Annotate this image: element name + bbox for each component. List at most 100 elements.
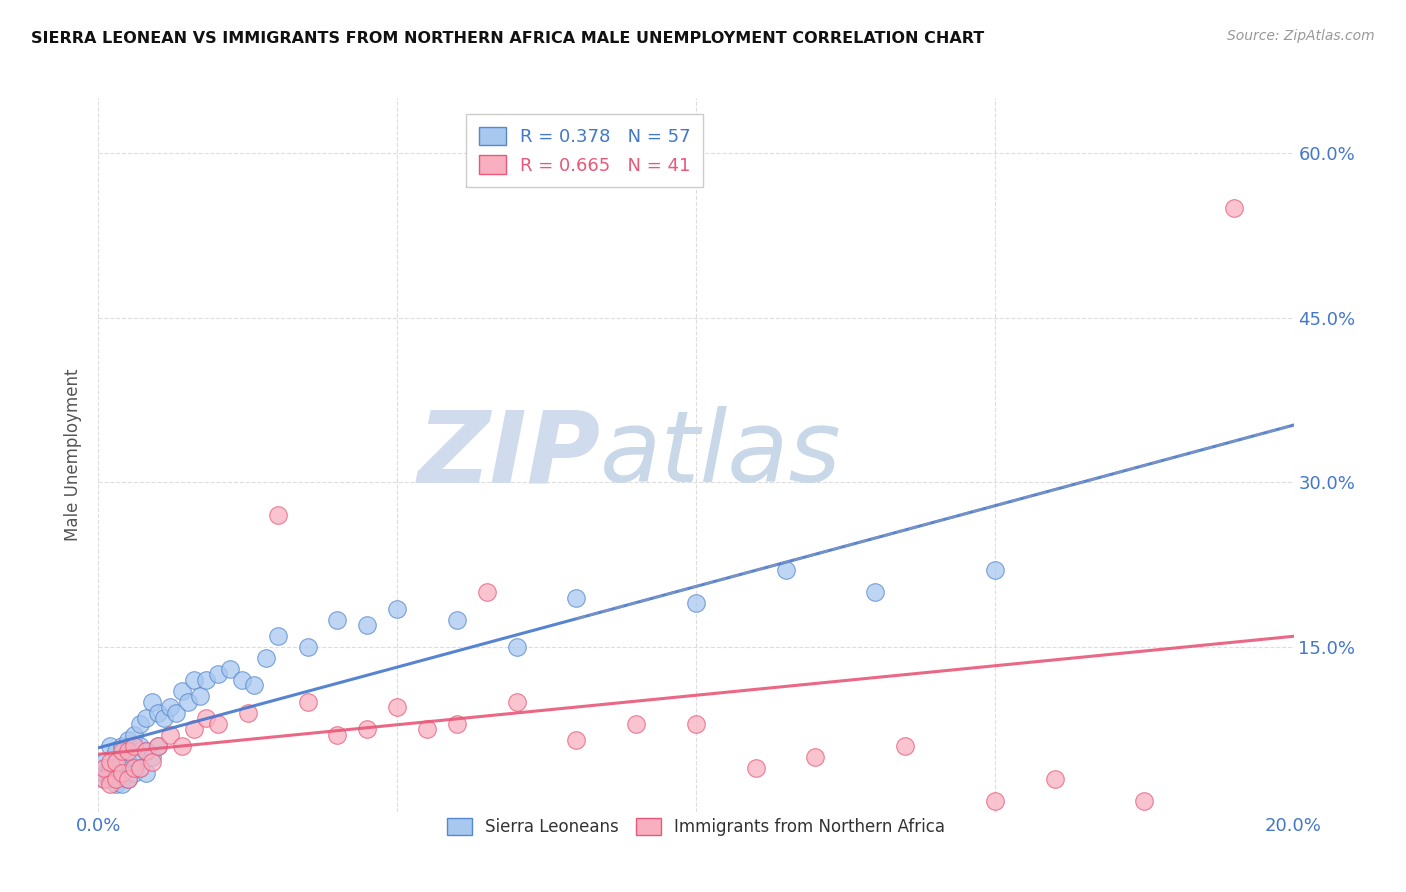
Point (183, 723, 205, 737)
Point (124, 728, 146, 742)
Point (124, 749, 146, 764)
Point (297, 640, 319, 654)
Point (775, 563, 797, 577)
Point (865, 585, 887, 599)
Point (207, 717, 229, 731)
Text: Source: ZipAtlas.com: Source: ZipAtlas.com (1227, 29, 1375, 43)
Point (356, 723, 378, 737)
Point (172, 684, 194, 698)
Text: ZIP: ZIP (418, 407, 600, 503)
Point (385, 700, 409, 714)
Point (1133, 794, 1156, 808)
Point (117, 772, 139, 786)
Point (135, 744, 157, 758)
Point (685, 717, 707, 731)
Point (111, 766, 134, 780)
Point (446, 613, 468, 627)
Point (135, 711, 157, 725)
Point (804, 749, 827, 764)
Point (195, 711, 218, 725)
Legend: Sierra Leoneans, Immigrants from Northern Africa: Sierra Leoneans, Immigrants from Norther… (440, 811, 952, 843)
Point (254, 651, 277, 665)
Point (984, 794, 1007, 808)
Point (297, 695, 319, 709)
Point (117, 744, 139, 758)
Point (1223, 201, 1246, 215)
Point (745, 761, 768, 775)
Point (219, 662, 242, 676)
Point (148, 739, 170, 753)
Point (475, 585, 498, 599)
Point (124, 761, 146, 775)
Point (1043, 772, 1066, 786)
Point (172, 739, 194, 753)
Point (93, 761, 115, 775)
Point (267, 508, 290, 523)
Point (93, 766, 115, 780)
Point (105, 772, 128, 786)
Point (105, 761, 128, 775)
Point (326, 613, 349, 627)
Point (129, 761, 152, 775)
Text: atlas: atlas (600, 407, 842, 503)
Point (117, 772, 139, 786)
Point (105, 744, 128, 758)
Point (129, 739, 152, 753)
Point (98, 772, 122, 786)
Point (159, 728, 181, 742)
Point (105, 772, 128, 786)
Point (506, 640, 529, 654)
Point (135, 766, 157, 780)
Point (148, 706, 170, 720)
Point (188, 690, 211, 704)
Point (105, 777, 128, 791)
Point (148, 739, 170, 753)
Point (117, 756, 139, 770)
Point (385, 601, 409, 615)
Point (506, 695, 529, 709)
Point (111, 739, 134, 753)
Point (124, 766, 146, 780)
Point (159, 700, 181, 714)
Point (98, 777, 122, 791)
Point (894, 739, 917, 753)
Point (141, 749, 163, 764)
Text: SIERRA LEONEAN VS IMMIGRANTS FROM NORTHERN AFRICA MALE UNEMPLOYMENT CORRELATION : SIERRA LEONEAN VS IMMIGRANTS FROM NORTHE… (31, 31, 984, 46)
Point (93, 772, 115, 786)
Point (117, 733, 139, 747)
Point (98, 761, 122, 775)
Point (236, 706, 259, 720)
Point (685, 596, 707, 610)
Point (141, 695, 163, 709)
Point (153, 711, 176, 725)
Y-axis label: Male Unemployment: Male Unemployment (65, 368, 83, 541)
Point (111, 766, 134, 780)
Point (135, 744, 157, 758)
Point (243, 678, 266, 692)
Point (98, 739, 122, 753)
Point (626, 717, 648, 731)
Point (984, 563, 1007, 577)
Point (105, 756, 128, 770)
Point (141, 756, 163, 770)
Point (207, 667, 229, 681)
Point (183, 673, 205, 687)
Point (231, 673, 253, 687)
Point (356, 618, 378, 632)
Point (416, 723, 439, 737)
Point (177, 695, 200, 709)
Point (98, 766, 122, 780)
Point (195, 673, 218, 687)
Point (98, 756, 122, 770)
Point (93, 756, 115, 770)
Point (446, 717, 468, 731)
Point (129, 761, 152, 775)
Point (124, 739, 146, 753)
Point (129, 717, 152, 731)
Point (93, 761, 115, 775)
Point (111, 777, 134, 791)
Point (267, 629, 290, 643)
Point (93, 772, 115, 786)
Point (165, 706, 187, 720)
Point (565, 733, 588, 747)
